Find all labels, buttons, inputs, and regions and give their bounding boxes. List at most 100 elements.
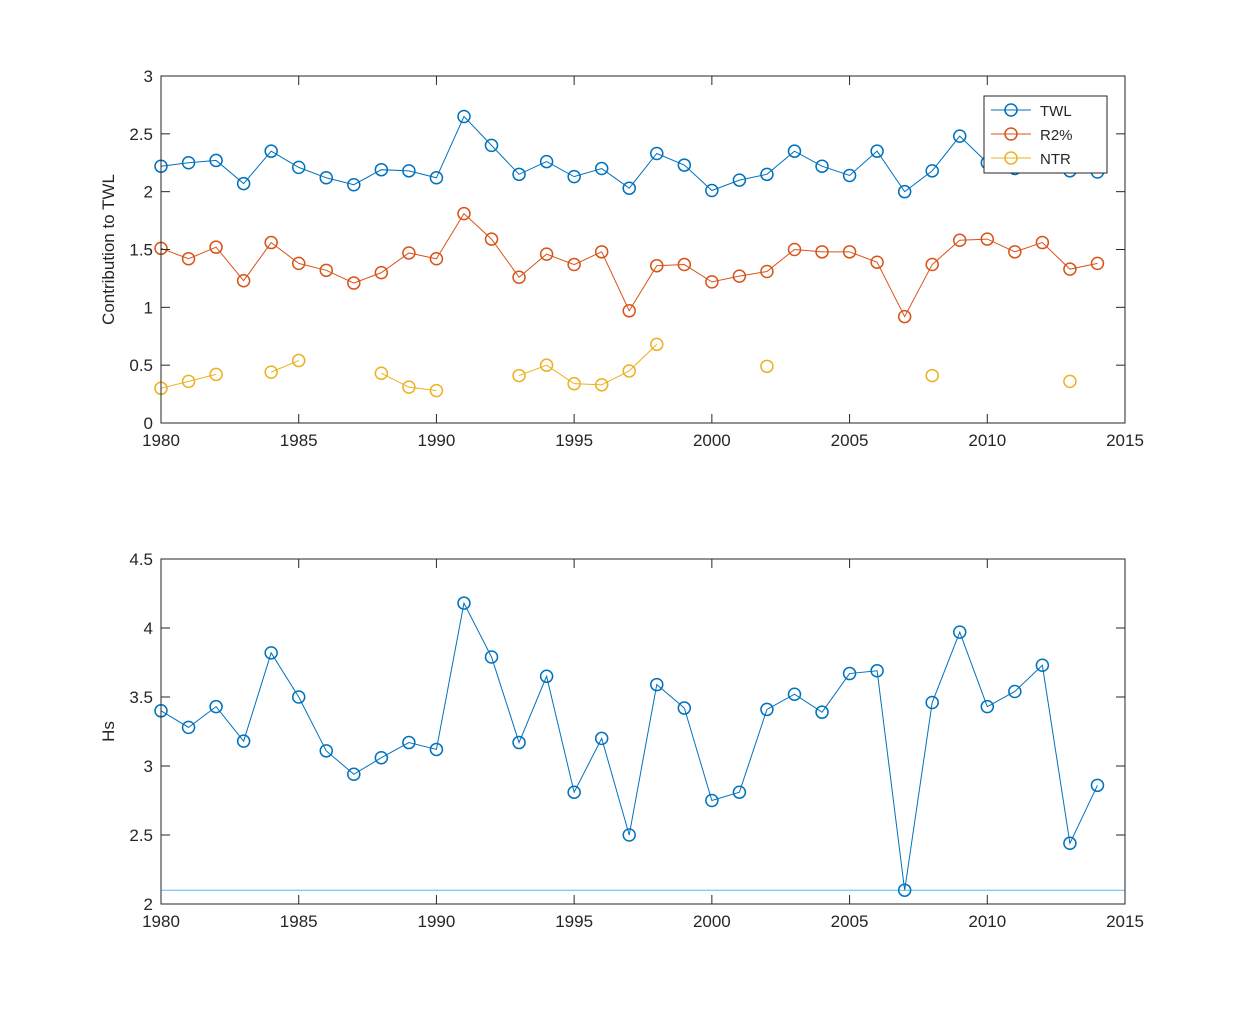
- top-y-tick-label: 2: [144, 183, 153, 202]
- top-point-r2-2006: [870, 255, 884, 269]
- top-point-r2-1993: [512, 270, 526, 285]
- bottom-y-tick-label: 2.5: [129, 826, 153, 845]
- top-point-r2-2005: [842, 245, 857, 259]
- top-point-ntr-1996: [594, 378, 609, 392]
- top-point-r2-2013: [1063, 262, 1077, 276]
- top-point-twl-1981: [181, 156, 196, 170]
- top-point-ntr-1990: [429, 383, 444, 398]
- top-point-twl-2009: [952, 129, 967, 143]
- top-x-tick-label: 1985: [280, 431, 318, 450]
- top-point-r2-2001: [732, 269, 747, 283]
- top-point-r2-2003: [787, 242, 802, 257]
- top-point-ntr-1995: [567, 376, 581, 391]
- top-point-twl-2003: [787, 144, 802, 158]
- legend-marker-twl: [1004, 103, 1018, 117]
- bottom-point-series-1-1994: [539, 669, 554, 684]
- bottom-y-tick-label: 3.5: [129, 688, 153, 707]
- top-point-twl-1998: [650, 146, 664, 161]
- bottom-point-series-1-1995: [567, 785, 581, 799]
- top-point-ntr-2008: [925, 368, 939, 383]
- bottom-point-series-1-2008: [925, 695, 939, 710]
- top-line-r2: [160, 212, 1098, 318]
- top-point-twl-1989: [402, 164, 416, 178]
- top-line-twl: [160, 115, 1098, 193]
- top-point-twl-1997: [622, 181, 636, 195]
- bottom-point-series-1-1993: [512, 735, 526, 750]
- top-y-tick-label: 1.5: [129, 241, 153, 260]
- bottom-point-series-1-1987: [347, 767, 361, 782]
- top-point-r2-1981: [181, 252, 196, 266]
- top-point-r2-2007: [897, 309, 912, 324]
- bottom-point-series-1-2007: [897, 883, 912, 897]
- top-point-twl-1991: [457, 109, 471, 124]
- top-x-tick-label: 2010: [968, 431, 1006, 450]
- top-point-r2-1987: [347, 276, 361, 290]
- top-point-ntr-1981: [181, 374, 196, 389]
- top-series-r2: [154, 206, 1105, 324]
- top-point-twl-1995: [567, 169, 581, 184]
- top-point-r2-1996: [594, 245, 609, 259]
- bottom-x-tick-label: 2010: [968, 912, 1006, 931]
- top-y-tick-label: 0: [144, 414, 153, 433]
- bottom-point-series-1-1982: [209, 699, 223, 714]
- top-point-r2-1999: [677, 257, 692, 272]
- bottom-point-series-1-2010: [980, 699, 995, 714]
- bottom-point-series-1-2005: [842, 666, 857, 681]
- top-point-twl-2006: [870, 144, 884, 158]
- legend-entry-ntr: NTR: [991, 151, 1071, 168]
- top-point-r2-1992: [484, 232, 499, 246]
- top-y-tick-label: 1: [144, 298, 153, 317]
- legend-label-twl: TWL: [1040, 103, 1072, 120]
- top-y-tick-label: 2.5: [129, 125, 153, 144]
- top-point-r2-1988: [374, 265, 389, 280]
- bottom-point-series-1-2013: [1063, 836, 1077, 851]
- bottom-point-series-1-2003: [787, 687, 802, 701]
- top-point-r2-1990: [429, 252, 444, 266]
- bottom-x-tick-label: 1990: [418, 912, 456, 931]
- top-point-r2-1985: [291, 256, 306, 271]
- top-x-tick-label: 2000: [693, 431, 731, 450]
- top-point-twl-2000: [705, 183, 719, 198]
- bottom-x-tick-label: 1995: [555, 912, 593, 931]
- bottom-point-series-1-1998: [650, 677, 664, 692]
- bottom-y-axis-label: Hs: [99, 721, 118, 742]
- bottom-x-tick-label: 2005: [831, 912, 869, 931]
- bottom-x-tick-label: 2000: [693, 912, 731, 931]
- top-point-twl-2008: [925, 164, 939, 178]
- top-point-r2-1997: [622, 304, 636, 318]
- bottom-x-tick-label: 2015: [1106, 912, 1144, 931]
- top-point-r2-2008: [925, 257, 939, 272]
- bottom-point-series-1-1989: [402, 735, 416, 750]
- top-point-twl-1983: [236, 176, 251, 191]
- top-ticks: 1980 1985 1990 1995 2000 2005 2010 2015 0 0.5 1 1.5…: [129, 67, 1144, 450]
- top-point-twl-1992: [484, 138, 499, 153]
- top-point-twl-2004: [815, 159, 829, 173]
- bottom-series-series-1: [154, 596, 1105, 897]
- top-point-twl-2005: [842, 168, 857, 183]
- top-x-tick-label: 1995: [555, 431, 593, 450]
- top-point-twl-1985: [291, 160, 306, 175]
- top-point-ntr-2002: [760, 359, 774, 374]
- top-point-ntr-1994: [539, 358, 554, 372]
- top-point-ntr-1988: [374, 366, 389, 381]
- legend: TWL R2% NTR: [983, 95, 1108, 174]
- top-point-twl-1987: [347, 177, 361, 192]
- top-point-r2-1995: [567, 257, 581, 272]
- top-point-r2-2011: [1008, 245, 1022, 259]
- bottom-series-layer: [154, 596, 1125, 897]
- bottom-point-series-1-1996: [594, 731, 609, 746]
- bottom-point-series-1-1983: [236, 734, 251, 748]
- bottom-y-tick-label: 3: [144, 757, 153, 776]
- top-point-twl-2001: [732, 173, 747, 187]
- top-point-r2-2014: [1090, 256, 1105, 271]
- top-point-r2-1998: [650, 258, 664, 273]
- bottom-point-series-1-1984: [264, 646, 278, 660]
- top-point-ntr-1997: [622, 364, 636, 378]
- top-line-ntr: [270, 360, 299, 373]
- bottom-ticks: 1980 1985 1990 1995 2000 2005 2010 2015 2 2.5 3 3.5…: [129, 550, 1144, 931]
- bottom-point-series-1-2000: [705, 793, 719, 808]
- bottom-y-tick-label: 4.5: [129, 550, 153, 569]
- top-point-r2-1986: [319, 263, 334, 278]
- top-point-r2-1982: [209, 240, 223, 254]
